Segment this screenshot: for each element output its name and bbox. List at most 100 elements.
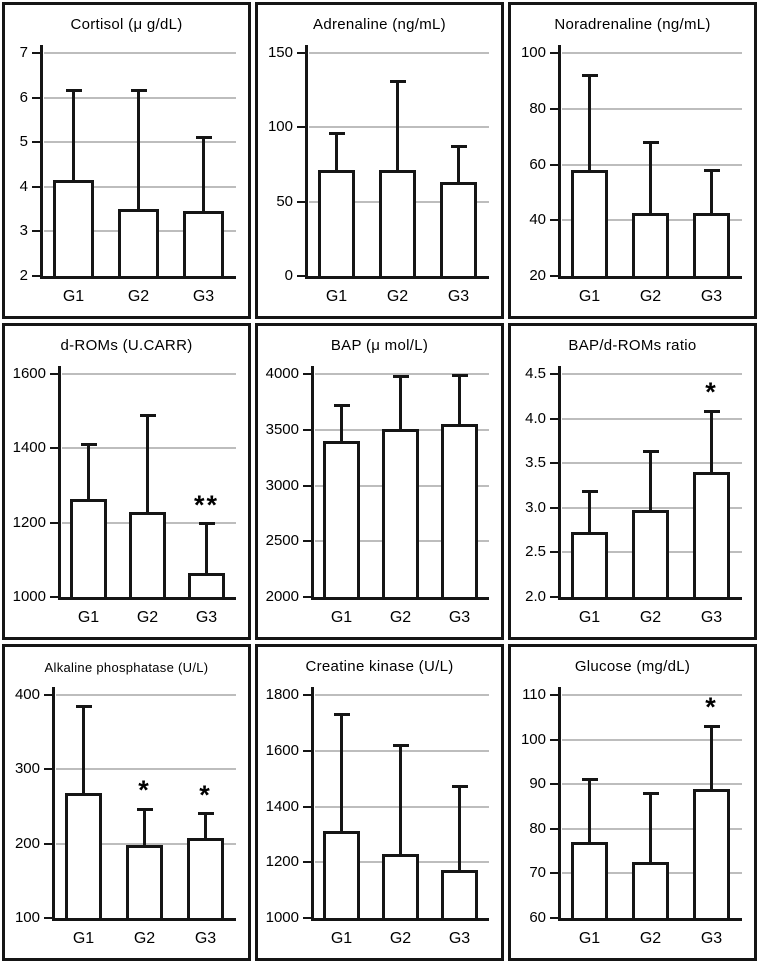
y-tick-label: 100 (267, 118, 293, 136)
y-tick-mark (303, 484, 311, 487)
error-bar-line (335, 133, 338, 171)
y-tick-label: 4000 (265, 365, 299, 382)
error-bar-cap (581, 490, 598, 494)
bar-G2 (378, 170, 417, 279)
chart-cell-8: Creatine kinase (U/L) G1 G2 G3 1000 1200 1400 1… (253, 642, 506, 963)
y-axis (558, 45, 561, 279)
y-tick-mark (44, 917, 52, 919)
y-tick-label: 1000 (265, 909, 299, 926)
bar-G3 (692, 213, 731, 279)
chart-title: d-ROMs (U.CARR) (60, 337, 193, 354)
gridline (309, 52, 489, 54)
gridline (562, 107, 742, 110)
y-axis (311, 366, 314, 600)
error-bar-line (72, 90, 75, 181)
y-tick-label: 1600 (12, 365, 46, 382)
y-tick-mark (50, 521, 58, 524)
x-tick-label: G3 (448, 609, 471, 626)
x-tick-label: G2 (136, 609, 159, 626)
y-tick-label: 3 (19, 222, 28, 240)
y-tick-mark (550, 52, 558, 54)
y-tick-mark (550, 275, 558, 277)
y-tick-label: 7 (19, 44, 28, 61)
bar-G2 (631, 510, 670, 600)
error-bar-line (710, 411, 713, 473)
chart-panel-1: Cortisol (μ g/dL) G1 G2 G3 2 3 4 5 6 7 (2, 2, 251, 319)
y-tick-mark (32, 230, 40, 233)
error-bar-cap (451, 785, 468, 789)
error-bar-cap (75, 705, 92, 709)
significance-marker: * (705, 692, 718, 723)
bar-G2 (129, 512, 166, 600)
gridline (56, 768, 236, 771)
y-tick-mark (550, 219, 558, 222)
gridline (562, 783, 742, 786)
y-tick-label: 1200 (265, 853, 299, 871)
error-bar-cap (642, 791, 659, 795)
error-bar-line (143, 809, 146, 846)
error-bar-cap (198, 522, 215, 526)
y-tick-mark (297, 200, 305, 203)
y-tick-label: 2500 (265, 532, 299, 550)
bar-G3 (439, 182, 478, 279)
gridline (562, 506, 742, 509)
x-axis (58, 597, 236, 600)
gridline (562, 417, 742, 420)
bar-G3 (183, 211, 224, 279)
x-tick-label: G2 (389, 930, 412, 947)
x-tick-label: G2 (127, 288, 150, 305)
error-bar-cap (65, 89, 82, 93)
y-tick-label: 70 (529, 864, 546, 882)
error-bar-cap (333, 713, 350, 716)
y-tick-label: 3000 (265, 476, 299, 494)
error-bar-line (399, 376, 402, 429)
y-tick-label: 2.0 (525, 588, 546, 605)
chart-cell-4: d-ROMs (U.CARR) G1 G2 G3 ** 1000 1200 1400 1600 (0, 321, 253, 642)
y-tick-mark (550, 462, 558, 465)
y-tick-mark (44, 694, 52, 696)
error-bar-line (202, 137, 205, 212)
significance-marker: * (705, 377, 718, 408)
y-tick-label: 2.5 (525, 543, 546, 561)
gridline (62, 447, 236, 450)
x-tick-label: G1 (330, 609, 353, 626)
error-bar-cap (392, 744, 409, 748)
y-tick-mark (550, 917, 558, 919)
y-tick-label: 60 (529, 155, 546, 173)
error-bar-cap (333, 403, 350, 407)
y-axis (558, 366, 561, 600)
y-tick-mark (32, 96, 40, 99)
y-tick-label: 100 (520, 44, 546, 61)
gridline (56, 694, 236, 696)
x-tick-label: G1 (578, 609, 601, 626)
bar-G1 (323, 831, 360, 921)
y-tick-label: 110 (522, 686, 546, 703)
chart-cell-7: Alkaline phosphatase (U/L) G1 G2 * G3 * 100 200… (0, 642, 253, 963)
error-bar-line (340, 714, 343, 832)
x-tick-label: G2 (639, 288, 662, 305)
x-tick-label: G3 (194, 930, 217, 947)
chart-title: BAP (μ mol/L) (330, 337, 429, 354)
gridline (562, 694, 742, 696)
y-axis (52, 687, 55, 921)
bar-G1 (570, 170, 609, 279)
y-tick-label: 4.5 (525, 365, 546, 382)
error-bar-line (649, 793, 652, 863)
y-tick-mark (550, 694, 558, 696)
y-tick-mark (550, 506, 558, 509)
bar-G1 (570, 531, 609, 600)
bar-G1 (317, 170, 356, 279)
y-tick-mark (303, 596, 311, 598)
y-tick-label: 6 (19, 88, 28, 106)
y-tick-mark (303, 917, 311, 919)
error-bar-cap (80, 443, 97, 447)
x-tick-label: G1 (62, 288, 85, 305)
chart-title: Cortisol (μ g/dL) (70, 16, 183, 33)
x-axis (311, 918, 489, 921)
x-axis (52, 918, 236, 921)
error-bar-cap (139, 414, 156, 418)
gridline (315, 694, 489, 696)
gridline (315, 749, 489, 752)
chart-panel-3: Noradrenaline (ng/mL) G1 G2 G3 20 40 60 80 100 (508, 2, 757, 319)
x-tick-label: G1 (77, 609, 100, 626)
